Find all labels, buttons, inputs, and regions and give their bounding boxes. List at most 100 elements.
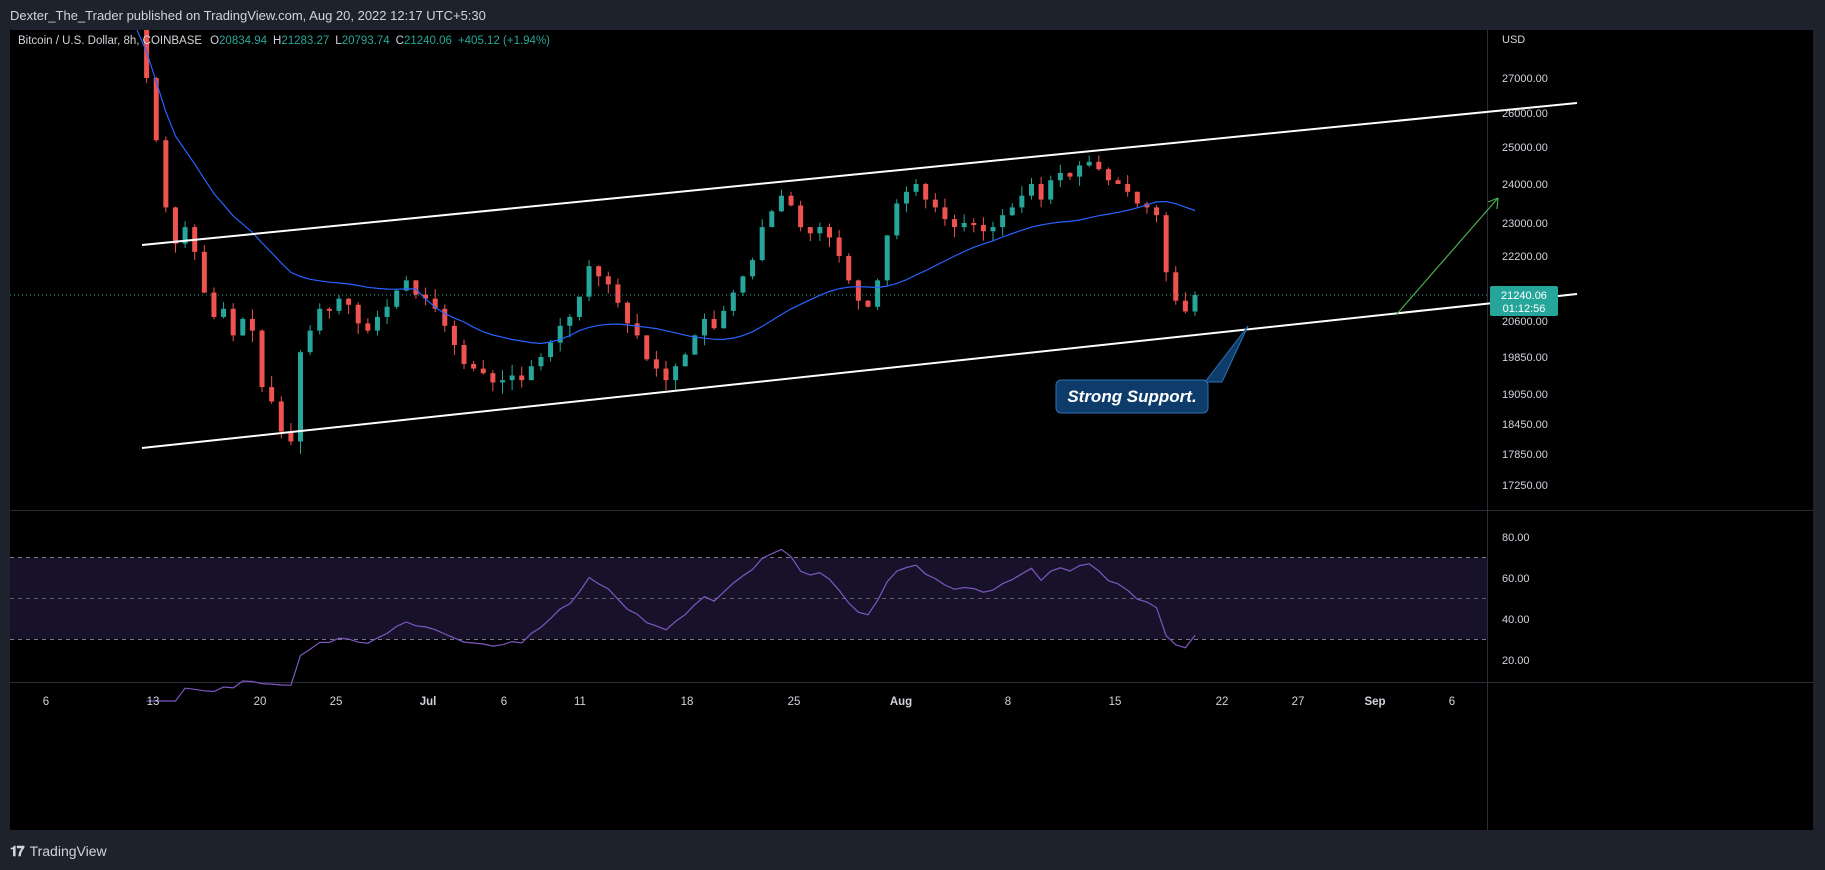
price-tick-label: 24000.00 <box>1502 179 1548 191</box>
candle-body <box>1028 184 1034 196</box>
price-tick-label: 17250.00 <box>1502 480 1548 492</box>
projection-arrowhead <box>1487 197 1499 210</box>
candle-body <box>1115 180 1121 184</box>
candle-body <box>596 266 602 277</box>
candle-body <box>490 373 496 383</box>
candle-body <box>413 280 419 295</box>
candle-body <box>932 199 938 208</box>
time-tick-label: Jul <box>420 696 437 708</box>
candle-body <box>884 235 890 281</box>
candle-body <box>346 298 352 305</box>
candle-body <box>740 276 746 293</box>
candle-body <box>875 280 881 307</box>
candle-body <box>461 345 467 364</box>
last-price-value: 21240.06 <box>1501 290 1547 302</box>
candle-body <box>432 298 438 309</box>
candle-body <box>1192 295 1198 312</box>
candle-body <box>403 280 409 291</box>
candle-body <box>615 284 621 303</box>
price-tick-label: 25000.00 <box>1502 142 1548 154</box>
price-axis[interactable]: 27000.00 26000.00 25000.00 24000.00 23000.00… <box>1502 73 1548 492</box>
price-tick-label: 27000.00 <box>1502 73 1548 85</box>
time-tick-label: 27 <box>1292 696 1305 708</box>
candle-body <box>625 302 631 324</box>
candle-body <box>846 256 852 281</box>
currency-label: USD <box>1502 34 1525 46</box>
price-tick-label: 26000.00 <box>1502 108 1548 120</box>
rsi-tick-label: 40.00 <box>1502 614 1530 626</box>
candle-body <box>1105 169 1111 181</box>
candle-body <box>971 223 977 226</box>
price-tick-label: 20600.00 <box>1502 316 1548 328</box>
candle-body <box>990 227 996 232</box>
candle-body <box>355 304 361 324</box>
candle-body <box>211 292 217 317</box>
candle-body <box>153 78 159 141</box>
price-tick-label: 22200.00 <box>1502 251 1548 263</box>
candle-body <box>721 310 727 329</box>
candle-body <box>163 140 169 208</box>
time-tick-label: 13 <box>147 696 160 708</box>
symbol-legend[interactable]: Bitcoin / U.S. Dollar, 8h, COINBASE O2083… <box>18 35 550 47</box>
publish-header: Dexter_The_Trader published on TradingVi… <box>10 8 486 23</box>
channel-top-trendline[interactable] <box>141 102 1578 246</box>
candle-body <box>750 260 756 277</box>
candle-body <box>365 323 371 331</box>
chart-frame[interactable]: Strong Support. Bitcoin / U.S. Dollar, 8… <box>10 30 1813 830</box>
candle-body <box>509 375 515 381</box>
callout-box[interactable] <box>1055 379 1209 414</box>
candle-body <box>855 280 861 301</box>
last-price-countdown: 01:12:56 <box>1503 303 1546 315</box>
candle-body <box>1163 215 1169 273</box>
candle-body <box>259 330 265 388</box>
time-tick-label: 6 <box>501 696 507 708</box>
rsi-axis[interactable]: 80.00 60.00 40.00 20.00 <box>1502 532 1530 667</box>
tradingview-footer[interactable]: 𝟏𝟕 TradingView <box>10 840 107 862</box>
candle-body <box>913 184 919 192</box>
candle-body <box>269 387 275 402</box>
time-tick-label: 8 <box>1005 696 1011 708</box>
candle-body <box>903 191 909 204</box>
candle-body <box>586 266 592 297</box>
candle-body <box>326 308 332 311</box>
candle-body <box>1048 180 1054 200</box>
legend-close-label: C <box>396 35 404 47</box>
time-tick-label: 15 <box>1109 696 1122 708</box>
candle-body <box>730 292 736 311</box>
price-tick-label: 23000.00 <box>1502 218 1548 230</box>
candle-body <box>182 227 188 244</box>
callout-pointer <box>1203 325 1249 383</box>
candle-body <box>1096 161 1102 170</box>
candle-body <box>807 227 813 234</box>
candle-body <box>442 308 448 326</box>
candle-body <box>1134 191 1140 204</box>
rsi-tick-label: 60.00 <box>1502 573 1530 585</box>
candle-body <box>1086 161 1092 166</box>
candle-body <box>701 318 707 336</box>
chart-canvas[interactable]: Strong Support. Bitcoin / U.S. Dollar, 8… <box>10 30 1813 830</box>
price-tick-label: 17850.00 <box>1502 449 1548 461</box>
candle-body <box>240 318 246 336</box>
candle-body <box>499 380 505 383</box>
candle-body <box>1009 207 1015 216</box>
channel-bottom-trendline[interactable] <box>141 293 1578 449</box>
time-axis[interactable]: 6 13 20 25 Jul 6 11 18 25 Aug 8 15 22 27 Sep 6 <box>43 696 1455 708</box>
candle-body <box>201 251 207 293</box>
candle-body <box>1182 300 1188 312</box>
candle-body <box>519 375 525 381</box>
candle-body <box>172 207 178 244</box>
candle-body <box>769 211 775 228</box>
candle-body <box>576 296 582 317</box>
candle-body <box>1077 165 1083 177</box>
time-tick-label: 6 <box>1449 696 1455 708</box>
candle-body <box>894 203 900 236</box>
candle-body <box>788 195 794 206</box>
candle-body <box>144 30 150 78</box>
time-tick-label: 22 <box>1216 696 1229 708</box>
candle-body <box>221 308 227 317</box>
candle-body <box>682 354 688 367</box>
projection-arrow[interactable] <box>1395 197 1499 316</box>
time-tick-label: 25 <box>788 696 801 708</box>
price-tick-label: 19050.00 <box>1502 389 1548 401</box>
candle-body <box>528 366 534 381</box>
